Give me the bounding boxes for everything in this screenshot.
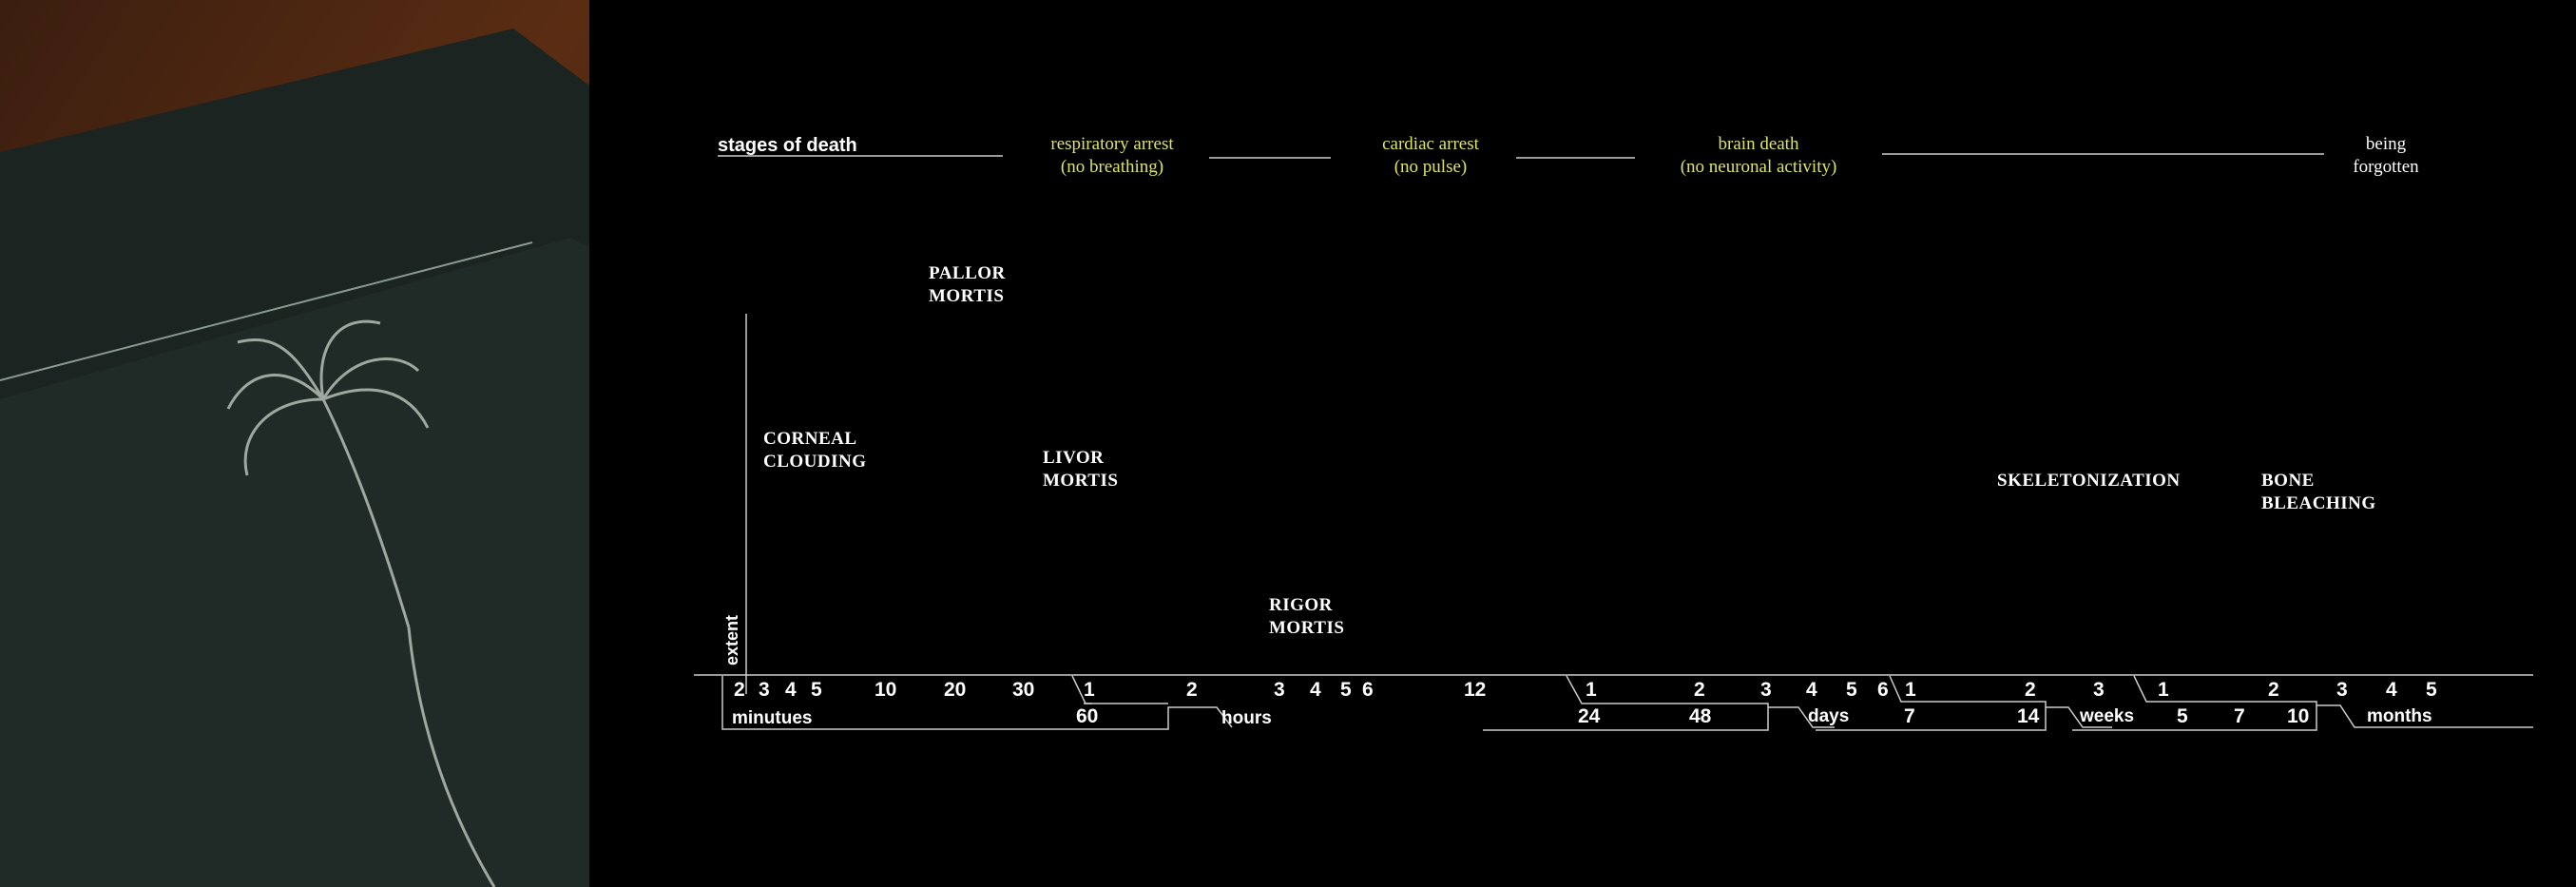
process-pallor-mortis: PALLOR MORTIS	[929, 263, 1006, 306]
tick-label: 6	[1877, 679, 1889, 701]
tick-label: 5	[1340, 679, 1352, 701]
stage-brain-death: brain death (no neuronal activity)	[1680, 134, 1837, 177]
unit-weeks: weeks	[2080, 706, 2135, 726]
stage-being-forgotten: being forgotten	[2353, 134, 2419, 177]
tick-label: 24	[1578, 705, 1601, 727]
timeline-lines	[694, 153, 2533, 731]
tick-label: 12	[1464, 679, 1487, 701]
tick-label: 1	[1586, 679, 1597, 701]
tick-label: 2	[1694, 679, 1705, 701]
tick-label: 3	[1274, 679, 1285, 701]
tick-label: 14	[2017, 705, 2040, 727]
tick-label: 3	[2093, 679, 2105, 701]
tick-label: 4	[1310, 679, 1321, 701]
tick-label: 1	[1084, 679, 1095, 701]
tick-label: 4	[785, 679, 797, 701]
tick-label: 5	[2177, 705, 2188, 727]
tick-label: 7	[2234, 705, 2245, 727]
axis-label-extent: extent	[722, 614, 741, 665]
tick-label: 2	[734, 679, 745, 701]
tick-label: 48	[1689, 705, 1712, 727]
unit-months: months	[2367, 706, 2432, 726]
tick-label: 1	[1905, 679, 1916, 701]
tick-label: 7	[1904, 705, 1915, 727]
stage-respiratory-arrest: respiratory arrest (no breathing)	[1050, 134, 1174, 177]
tick-label: 10	[2287, 705, 2310, 727]
process-rigor-mortis: RIGOR MORTIS	[1269, 595, 1345, 638]
timeline-diagram: stages of death respiratory arrest (no br…	[589, 0, 2576, 887]
tick-label: 5	[811, 679, 822, 701]
tick-label: 3	[2336, 679, 2348, 701]
tick-label: 3	[759, 679, 770, 701]
tick-label: 20	[944, 679, 967, 701]
tick-label: 5	[2426, 679, 2437, 701]
poster-photo	[0, 0, 589, 887]
diagram-title: stages of death	[718, 135, 857, 156]
stage-cardiac-arrest: cardiac arrest (no pulse)	[1382, 134, 1479, 177]
process-corneal-clouding: CORNEAL CLOUDING	[763, 429, 867, 472]
tick-label: 4	[1806, 679, 1817, 701]
process-bone-bleaching: BONE BLEACHING	[2261, 471, 2376, 513]
tick-label: 2	[2268, 679, 2279, 701]
tick-label: 5	[1846, 679, 1857, 701]
tick-label: 10	[875, 679, 897, 701]
process-livor-mortis: LIVOR MORTIS	[1043, 448, 1119, 491]
process-skeletonization: SKELETONIZATION	[1997, 471, 2181, 491]
tick-label: 2	[2025, 679, 2036, 701]
tick-label: 1	[2158, 679, 2169, 701]
tick-label: 3	[1760, 679, 1772, 701]
unit-minutes: minutues	[732, 708, 813, 728]
tick-label: 60	[1076, 705, 1099, 727]
tick-label: 6	[1362, 679, 1374, 701]
tick-label: 4	[2386, 679, 2397, 701]
tick-label: 30	[1012, 679, 1035, 701]
tick-label: 2	[1186, 679, 1198, 701]
unit-days: days	[1808, 706, 1850, 726]
unit-hours: hours	[1221, 708, 1272, 728]
